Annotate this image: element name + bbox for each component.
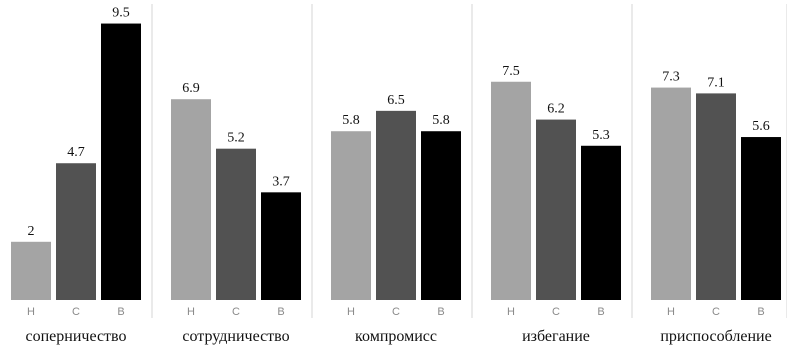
data-label: 6.2 [547, 102, 565, 117]
tick-label: С [552, 306, 560, 318]
category-label: приспособление [660, 328, 771, 345]
tick-label: В [437, 306, 444, 318]
tick-label: С [392, 306, 400, 318]
data-label: 7.3 [662, 70, 680, 85]
bar [376, 110, 416, 300]
bar [101, 23, 141, 301]
tick-label: В [597, 306, 604, 318]
data-label: 9.5 [112, 6, 130, 21]
data-label: 5.8 [432, 113, 450, 128]
tick-label: В [277, 306, 284, 318]
data-label: 5.8 [342, 113, 360, 128]
bar [171, 99, 211, 301]
bar [331, 131, 371, 300]
bar [536, 119, 576, 300]
category-label: сотрудничество [182, 328, 289, 345]
data-label: 6.9 [182, 81, 200, 96]
tick-label: В [117, 306, 124, 318]
data-label: 7.1 [707, 75, 725, 90]
bar [56, 163, 96, 300]
data-label: 6.5 [387, 93, 405, 108]
tick-label: Н [667, 306, 675, 318]
tick-label: С [232, 306, 240, 318]
bar [11, 241, 51, 300]
bar [741, 137, 781, 300]
data-label: 2 [28, 224, 35, 239]
bar [216, 148, 256, 300]
bar [651, 87, 691, 300]
tick-label: Н [347, 306, 355, 318]
bar [491, 81, 531, 300]
bar [261, 192, 301, 300]
category-label: компромисс [355, 328, 437, 345]
tick-label: Н [187, 306, 195, 318]
bar [696, 93, 736, 300]
bar [581, 145, 621, 300]
tick-label: С [712, 306, 720, 318]
data-label: 5.3 [592, 128, 610, 143]
tick-label: Н [27, 306, 35, 318]
data-label: 7.5 [502, 64, 520, 79]
category-label: соперничество [26, 328, 127, 345]
tick-label: Н [507, 306, 515, 318]
tick-label: В [757, 306, 764, 318]
category-label: избегание [522, 328, 590, 345]
bar [421, 131, 461, 300]
data-label: 5.2 [227, 131, 245, 146]
data-label: 4.7 [67, 145, 85, 160]
data-label: 5.6 [752, 119, 770, 134]
tick-label: С [72, 306, 80, 318]
data-label: 3.7 [272, 174, 290, 189]
